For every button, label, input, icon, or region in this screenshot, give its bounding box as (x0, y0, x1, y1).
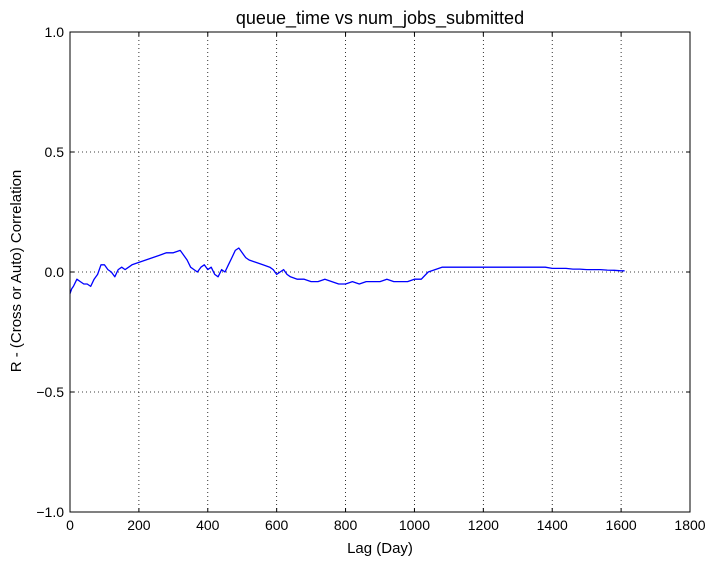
y-tick-label: 0.0 (45, 264, 65, 280)
ticks: 0 200 400 600 800 1000 1200 1400 1600 1800 −1.0 −0.… (36, 24, 705, 533)
x-tick-label: 1000 (399, 517, 430, 533)
chart-title: queue_time vs num_jobs_submitted (236, 8, 524, 29)
x-axis-label: Lag (Day) (347, 540, 413, 557)
x-tick-label: 1800 (674, 517, 705, 533)
y-tick-label: 1.0 (45, 24, 65, 40)
x-tick-label: 200 (127, 517, 151, 533)
x-tick-label: 1400 (537, 517, 568, 533)
x-tick-label: 400 (196, 517, 220, 533)
grid (70, 32, 690, 512)
series-line-0 (69, 247, 625, 294)
y-tick-label: −1.0 (36, 504, 64, 520)
y-axis-label: R - (Cross or Auto) Correlation (8, 170, 25, 373)
series-layer (69, 247, 625, 294)
x-tick-label: 1200 (468, 517, 499, 533)
x-tick-label: 600 (265, 517, 289, 533)
x-tick-label: 800 (334, 517, 358, 533)
y-tick-label: 0.5 (45, 144, 65, 160)
x-tick-label: 1600 (606, 517, 637, 533)
y-tick-label: −0.5 (36, 384, 64, 400)
x-tick-label: 0 (66, 517, 74, 533)
